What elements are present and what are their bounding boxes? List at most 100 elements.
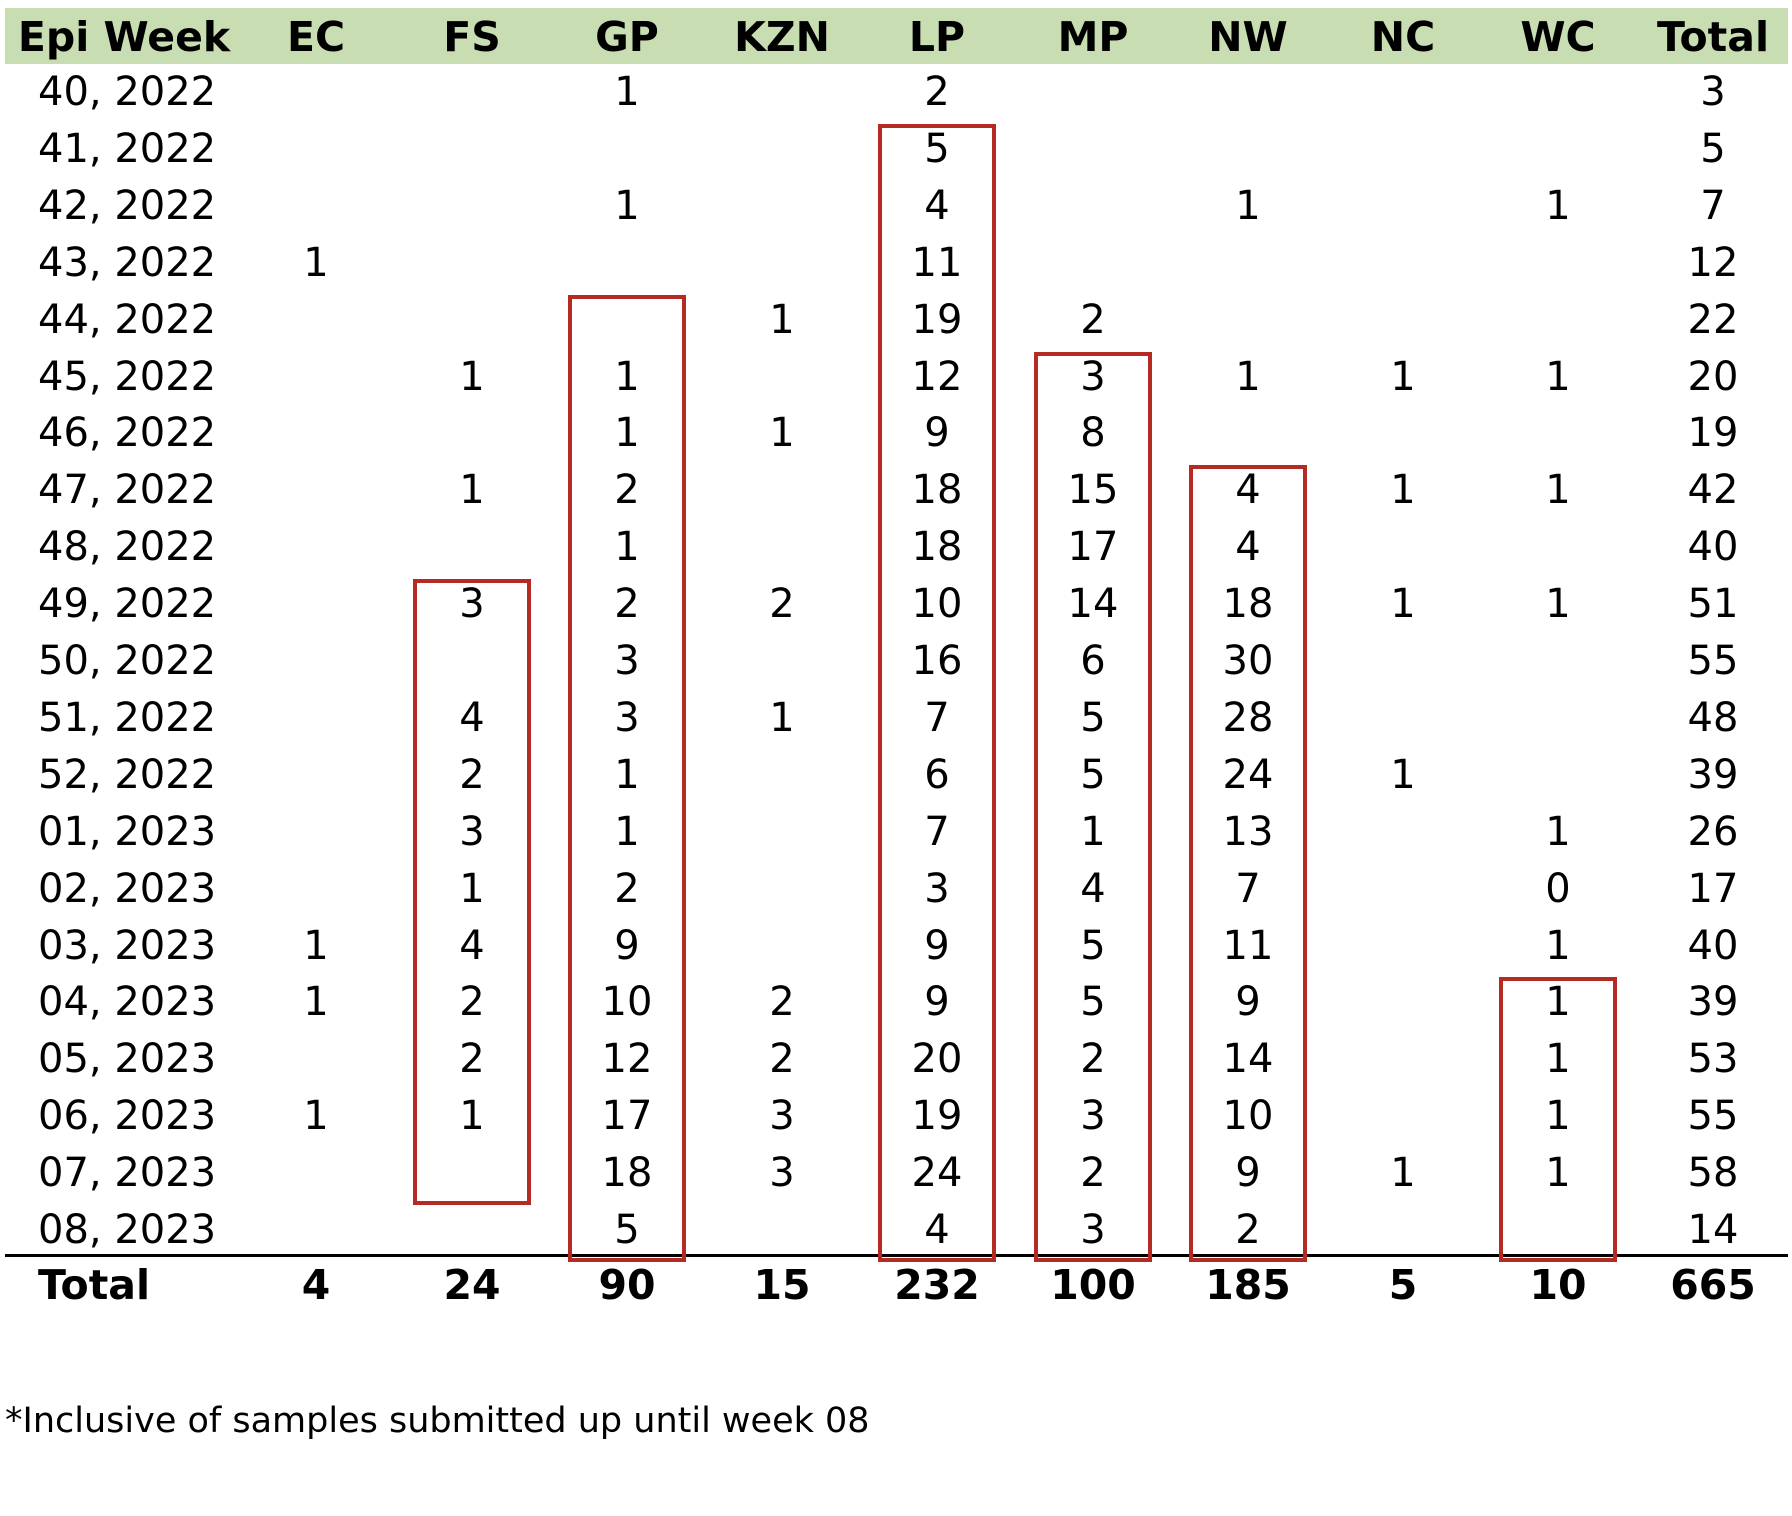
row-week-label: 48, 2022 xyxy=(38,524,217,571)
cell-total: 40 xyxy=(1687,922,1739,969)
cell-mp: 5 xyxy=(1080,922,1106,969)
highlight-box-nw xyxy=(1189,465,1307,1262)
cell-total: 55 xyxy=(1687,638,1739,684)
cell-mp: 14 xyxy=(1067,581,1119,628)
cell-lp: 9 xyxy=(924,922,950,969)
cell-gp: 1 xyxy=(614,808,640,855)
cell-mp: 5 xyxy=(1080,751,1106,798)
row-week-label: 47, 2022 xyxy=(38,467,217,514)
total-wc: 10 xyxy=(1529,1261,1587,1309)
header-wc: WC xyxy=(1520,13,1596,61)
cell-mp: 8 xyxy=(1080,410,1106,457)
cell-total: 14 xyxy=(1687,1207,1739,1253)
row-week-label: 41, 2022 xyxy=(38,125,217,172)
cell-total: 26 xyxy=(1687,808,1739,855)
total-nc: 5 xyxy=(1388,1261,1418,1309)
cell-nw: 9 xyxy=(1235,1150,1261,1197)
cell-mp: 3 xyxy=(1080,1207,1106,1253)
total-total: 665 xyxy=(1670,1261,1756,1309)
cell-total: 55 xyxy=(1687,1093,1739,1140)
header-mp: MP xyxy=(1057,13,1129,61)
cell-wc: 1 xyxy=(1545,1150,1571,1197)
cell-wc: 1 xyxy=(1545,581,1571,628)
cell-ec: 1 xyxy=(303,1093,329,1140)
cell-lp: 24 xyxy=(911,1150,963,1197)
cell-lp: 4 xyxy=(924,182,950,229)
cell-total: 12 xyxy=(1687,239,1739,286)
cell-nw: 1 xyxy=(1235,353,1261,400)
row-week-label: 42, 2022 xyxy=(38,182,217,229)
cell-fs: 3 xyxy=(459,808,485,855)
cell-wc: 1 xyxy=(1545,353,1571,400)
header-total: Total xyxy=(1656,13,1770,61)
row-week-label: 44, 2022 xyxy=(38,296,217,343)
header-nw: NW xyxy=(1208,13,1288,61)
cell-kzn: 2 xyxy=(769,1036,795,1083)
cell-lp: 16 xyxy=(911,638,963,684)
cell-nc: 1 xyxy=(1390,467,1416,514)
cell-gp: 3 xyxy=(614,694,640,741)
total-lp: 232 xyxy=(894,1261,980,1309)
cell-lp: 7 xyxy=(924,694,950,741)
header-ec: EC xyxy=(286,13,346,61)
cell-total: 53 xyxy=(1687,1036,1739,1083)
row-week-label: 07, 2023 xyxy=(38,1150,217,1197)
cell-gp: 18 xyxy=(601,1150,653,1197)
cell-lp: 11 xyxy=(911,239,963,286)
cell-gp: 2 xyxy=(614,581,640,628)
highlight-box-mp xyxy=(1034,351,1152,1262)
row-week-label: 03, 2023 xyxy=(38,922,217,969)
epi-week-table: Epi Week EC FS GP KZN LP MP NW NC WC Total 40, 2022… xyxy=(5,8,1788,1309)
row-week-label: 43, 2022 xyxy=(38,239,217,286)
header-nc: NC xyxy=(1370,13,1436,61)
cell-nw: 1 xyxy=(1235,182,1261,229)
header-lp: LP xyxy=(908,13,966,61)
row-week-label: 49, 2022 xyxy=(38,581,217,628)
row-week-label: 02, 2023 xyxy=(38,865,217,912)
cell-nw: 28 xyxy=(1222,694,1274,741)
cell-total: 7 xyxy=(1700,182,1726,229)
cell-total: 58 xyxy=(1687,1150,1739,1197)
highlight-box-wc xyxy=(1499,977,1617,1262)
cell-gp: 9 xyxy=(614,922,640,969)
cell-mp: 17 xyxy=(1067,524,1119,571)
cell-gp: 5 xyxy=(614,1207,640,1253)
highlight-box-gp xyxy=(568,294,686,1262)
cell-fs: 4 xyxy=(459,922,485,969)
cell-mp: 5 xyxy=(1080,694,1106,741)
cell-nw: 4 xyxy=(1235,467,1261,514)
cell-lp: 9 xyxy=(924,410,950,457)
cell-nw: 10 xyxy=(1222,1093,1274,1140)
cell-lp: 12 xyxy=(911,353,963,400)
cell-kzn: 1 xyxy=(769,694,795,741)
cell-fs: 2 xyxy=(459,979,485,1026)
cell-nw: 30 xyxy=(1222,638,1274,684)
footnote: *Inclusive of samples submitted up until… xyxy=(5,1401,870,1441)
cell-lp: 18 xyxy=(911,524,963,571)
header-kzn: KZN xyxy=(734,13,830,61)
cell-mp: 3 xyxy=(1080,353,1106,400)
cell-wc: 1 xyxy=(1545,922,1571,969)
header-epi-week: Epi Week xyxy=(17,13,231,61)
cell-gp: 1 xyxy=(614,353,640,400)
totals-label: Total xyxy=(38,1261,151,1309)
cell-nc: 1 xyxy=(1390,353,1416,400)
cell-nw: 7 xyxy=(1235,865,1261,912)
cell-gp: 12 xyxy=(601,1036,653,1083)
row-week-label: 05, 2023 xyxy=(38,1036,217,1083)
cell-lp: 10 xyxy=(911,581,963,628)
cell-mp: 2 xyxy=(1080,1036,1106,1083)
cell-fs: 3 xyxy=(459,581,485,628)
cell-total: 20 xyxy=(1687,353,1739,400)
cell-total: 51 xyxy=(1687,581,1739,628)
cell-wc: 1 xyxy=(1545,1036,1571,1083)
cell-wc: 1 xyxy=(1545,808,1571,855)
cell-lp: 7 xyxy=(924,808,950,855)
cell-gp: 1 xyxy=(614,69,640,115)
cell-gp: 10 xyxy=(601,979,653,1026)
cell-total: 3 xyxy=(1700,69,1726,115)
cell-gp: 2 xyxy=(614,865,640,912)
cell-lp: 18 xyxy=(911,467,963,514)
cell-nw: 11 xyxy=(1222,922,1274,969)
cell-mp: 2 xyxy=(1080,296,1106,343)
